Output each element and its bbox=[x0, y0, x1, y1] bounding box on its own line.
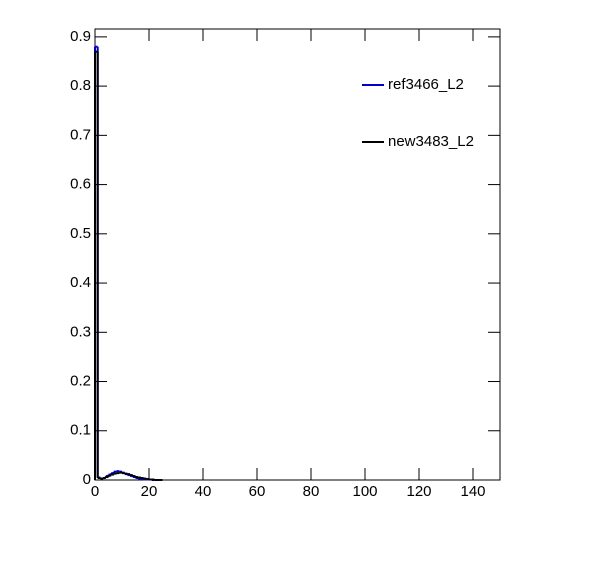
x-tick-label: 120 bbox=[406, 483, 431, 500]
y-tick-label: 0.6 bbox=[70, 176, 91, 193]
x-tick-label: 140 bbox=[460, 483, 485, 500]
x-tick-label: 80 bbox=[303, 483, 320, 500]
x-tick-label: 40 bbox=[195, 483, 212, 500]
x-tick-label: 0 bbox=[91, 483, 99, 500]
y-tick-label: 0.8 bbox=[70, 77, 91, 94]
y-tick-label: 0 bbox=[83, 471, 91, 488]
y-tick-label: 0.5 bbox=[70, 225, 91, 242]
legend-label: new3483_L2 bbox=[388, 133, 474, 150]
legend-label: ref3466_L2 bbox=[388, 76, 464, 93]
y-tick-label: 0.3 bbox=[70, 323, 91, 340]
y-tick-label: 0.1 bbox=[70, 422, 91, 439]
y-tick-label: 0.2 bbox=[70, 372, 91, 389]
y-tick-label: 0.7 bbox=[70, 126, 91, 143]
y-tick-label: 0.9 bbox=[70, 28, 91, 45]
x-tick-label: 60 bbox=[249, 483, 266, 500]
x-tick-label: 20 bbox=[141, 483, 158, 500]
x-tick-label: 100 bbox=[352, 483, 377, 500]
legend-box bbox=[357, 62, 490, 170]
y-tick-label: 0.4 bbox=[70, 274, 91, 291]
